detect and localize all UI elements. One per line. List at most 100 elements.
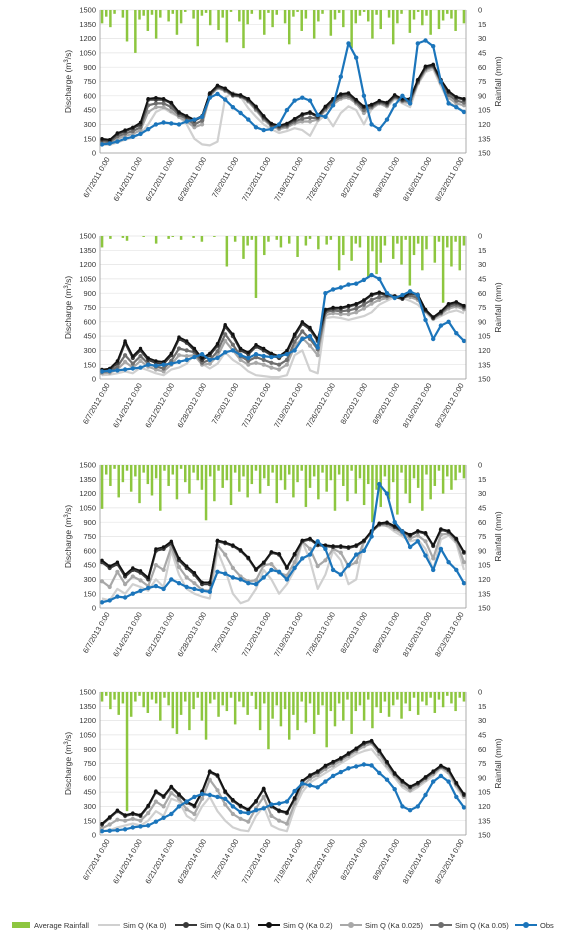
- series-point: [277, 808, 281, 812]
- y-axis-title: Discharge (m3/s): [63, 732, 73, 796]
- series-point: [215, 538, 220, 542]
- series-point: [161, 804, 166, 809]
- series-point: [169, 577, 174, 582]
- series-point: [354, 560, 359, 565]
- series-point: [199, 791, 205, 797]
- series-point: [238, 803, 243, 808]
- series-point: [253, 360, 259, 365]
- series-point: [200, 360, 205, 365]
- series-point: [254, 567, 258, 571]
- series-point: [307, 333, 313, 339]
- y2-tick-label: 105: [478, 561, 491, 570]
- series-point: [184, 348, 189, 353]
- series-point: [377, 294, 382, 300]
- series-point: [223, 552, 228, 557]
- y2-tick-label: 90: [478, 317, 486, 326]
- series-point: [338, 550, 343, 555]
- series-point: [123, 813, 127, 817]
- x-tick-label: 7/19/2011 0:00: [272, 156, 305, 203]
- x-tick-label: 6/14/2011 0:00: [111, 156, 144, 203]
- series-point: [146, 127, 151, 132]
- rain-bar: [404, 692, 407, 704]
- series-point: [153, 799, 158, 804]
- series-point: [107, 584, 112, 590]
- series-point: [300, 112, 304, 116]
- series-point: [223, 338, 228, 343]
- rain-bar: [379, 10, 382, 30]
- y2-tick-label: 75: [478, 532, 486, 541]
- rain-bar: [242, 10, 245, 49]
- y2-tick-label: 30: [478, 489, 486, 498]
- y-tick-label: 1500: [79, 6, 96, 15]
- series-point: [246, 355, 251, 361]
- rain-bar: [408, 236, 412, 286]
- series-point: [269, 121, 274, 126]
- rain-bar: [371, 10, 374, 39]
- series-point: [192, 803, 197, 808]
- rain-bar: [350, 465, 353, 471]
- series-point: [199, 352, 205, 357]
- series-point: [130, 129, 135, 134]
- series-point: [369, 122, 374, 127]
- rain-bar: [167, 465, 170, 486]
- series-point: [369, 102, 374, 107]
- series-point: [354, 310, 359, 315]
- series-point: [176, 804, 182, 809]
- series-point: [107, 598, 112, 603]
- y2-tick-label: 60: [478, 63, 486, 72]
- series-point: [262, 560, 266, 564]
- series-point: [238, 809, 243, 815]
- series-point: [307, 119, 313, 124]
- y-tick-label: 1350: [79, 246, 96, 255]
- x-tick-label: 8/9/2013 0:00: [371, 611, 402, 655]
- series-point: [354, 306, 359, 311]
- y-tick-label: 1050: [79, 731, 96, 740]
- series-point: [339, 756, 343, 760]
- series-point: [192, 117, 197, 122]
- series-point: [130, 366, 135, 371]
- rain-bar: [408, 10, 412, 33]
- series-line: [101, 523, 466, 605]
- rain-bar: [342, 465, 345, 486]
- series-point: [407, 544, 413, 550]
- rain-bar: [296, 692, 299, 731]
- series-point: [354, 746, 358, 750]
- series-point: [122, 595, 128, 600]
- x-tick-label: 7/26/2014 0:00: [304, 838, 337, 886]
- x-tick-label: 6/7/2012 0:00: [81, 382, 112, 426]
- series-point: [231, 798, 235, 802]
- y2-tick-label: 135: [478, 589, 491, 598]
- series-point: [138, 365, 143, 370]
- series-point: [308, 536, 312, 541]
- rain-bar: [354, 465, 358, 494]
- series-point: [238, 346, 243, 351]
- y-tick-label: 600: [83, 317, 96, 326]
- rain-bar: [404, 465, 407, 494]
- x-tick-label: 6/21/2014 0:00: [143, 838, 176, 886]
- y-tick-label: 1350: [79, 20, 96, 29]
- series-point: [431, 62, 435, 66]
- rain-bar: [225, 236, 229, 267]
- series-point: [238, 110, 243, 116]
- series-point: [207, 95, 212, 100]
- series-point: [130, 591, 135, 596]
- rain-bar: [416, 236, 420, 244]
- series-point: [416, 77, 420, 82]
- y2-tick-label: 30: [478, 34, 486, 43]
- y2-tick-label: 45: [478, 504, 486, 513]
- rain-bar: [163, 465, 166, 471]
- series-point: [231, 332, 235, 336]
- rain-bar: [150, 10, 154, 15]
- x-tick-label: 8/2/2013 0:00: [338, 611, 369, 655]
- rain-bar: [146, 10, 150, 31]
- series-point: [192, 811, 197, 817]
- series-point: [292, 348, 297, 353]
- rain-bar: [412, 10, 416, 20]
- series-point: [253, 352, 259, 357]
- series-point: [377, 290, 381, 294]
- rain-bar: [192, 10, 195, 19]
- series-point: [215, 355, 220, 361]
- series-point: [384, 777, 390, 782]
- series-point: [230, 105, 236, 110]
- rain-bar: [325, 692, 328, 748]
